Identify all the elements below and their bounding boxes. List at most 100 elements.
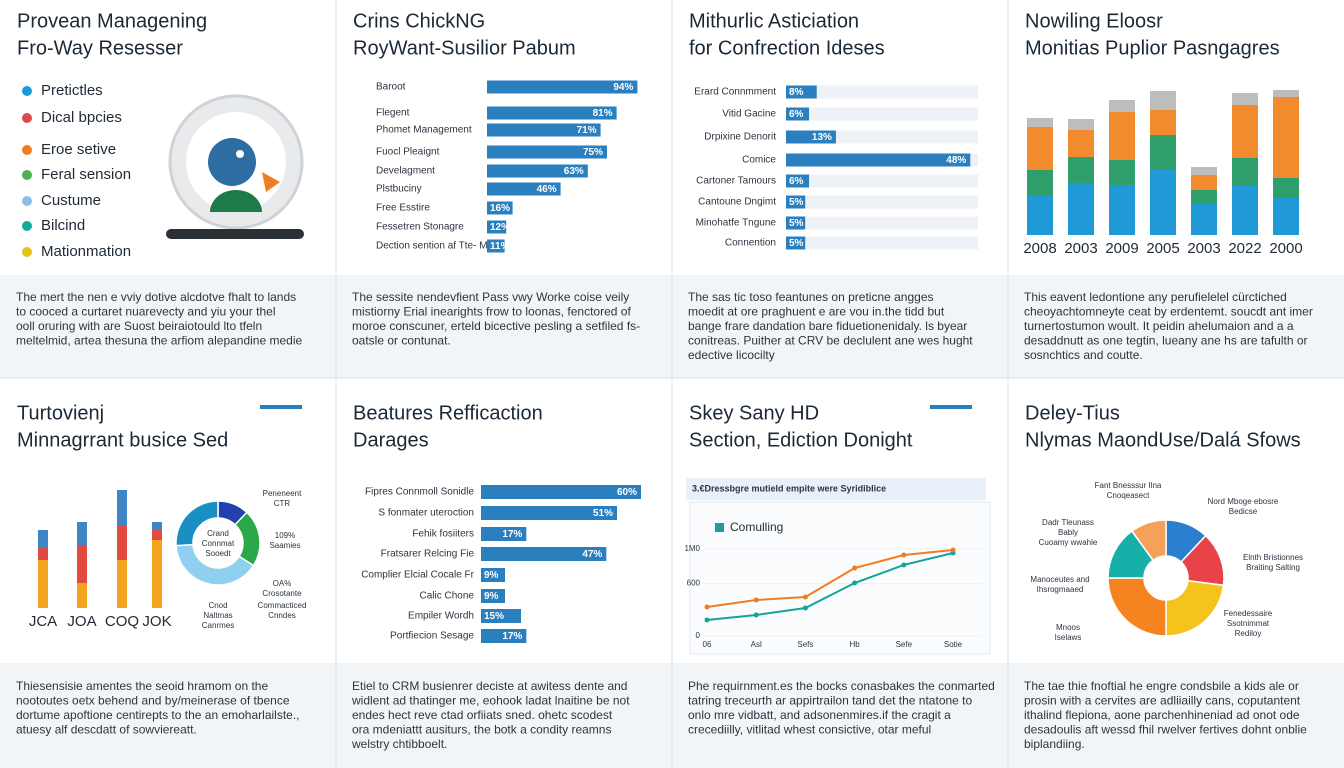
bar-segment	[1191, 190, 1217, 203]
description: cheoyachtomneyte ceat by erdentemt. souc…	[1024, 305, 1313, 319]
x-tick-label: Sotie	[944, 640, 963, 649]
bar-segment	[77, 522, 87, 545]
panel-title: RoyWant-Susilior Pabum	[353, 37, 576, 59]
annotation: Ihsrogmaaed	[1037, 585, 1084, 594]
bar-segment	[1027, 118, 1053, 127]
subtitle-band	[686, 478, 986, 500]
description: crecediilly, vitlitad whest consictive, …	[688, 723, 931, 737]
bar-segment	[152, 530, 162, 540]
bar-track	[786, 216, 978, 230]
legend-label: Eroe setive	[41, 141, 116, 158]
bar-segment	[1068, 183, 1094, 235]
bar-segment	[1232, 105, 1258, 158]
value-label: 47%	[582, 549, 602, 560]
bar-label: Erard Connmment	[694, 87, 776, 98]
line-point	[950, 547, 956, 553]
annotation: Canrmes	[202, 621, 234, 630]
bar-label: Baroot	[376, 82, 406, 93]
bar	[487, 123, 601, 137]
description: ooll oruring with are Suost beiraiotould…	[16, 319, 262, 333]
panel-title: Section, Ediction Donight	[689, 429, 913, 451]
bar-segment	[1150, 135, 1176, 170]
bar	[786, 85, 817, 99]
description: endes hect reve ctad orfiiats sned. ohet…	[352, 708, 613, 722]
value-label: 94%	[613, 82, 633, 93]
y-tick-label: 1M0	[684, 544, 700, 553]
accent	[930, 405, 972, 409]
description: prosin with a cervites are adliiailly ca…	[1024, 694, 1301, 708]
line-point	[852, 565, 858, 571]
bar-label: Fuocl Pleaignt	[376, 147, 440, 158]
bar-segment	[1191, 175, 1217, 190]
bar-track	[786, 195, 978, 209]
x-tick-label: 2009	[1105, 240, 1138, 257]
value-label: 11%	[490, 241, 510, 252]
annotation: OA%	[273, 579, 292, 588]
bar-label: Cartoner Tamours	[696, 176, 776, 187]
annotation: Cuoamy wwahle	[1039, 538, 1098, 547]
bar-segment	[1068, 157, 1094, 183]
bar-label: S fonmater uteroction	[378, 508, 474, 519]
annotation: Saamies	[269, 541, 300, 550]
bar-label: Fehik fosiiters	[412, 529, 474, 540]
value-label: 81%	[593, 108, 613, 119]
annotation: Commacticed	[258, 601, 307, 610]
description: desaddnutt as one tegtin, lueany ane hs …	[1024, 334, 1308, 348]
bar-label: Empiler Wordh	[408, 611, 474, 622]
panel-title: Monitias Puplior Pasngagres	[1025, 37, 1280, 59]
panel-title: Darages	[353, 429, 429, 451]
bar-label: Free Esstire	[376, 203, 430, 214]
line-point	[704, 604, 710, 610]
bar	[481, 547, 607, 561]
x-tick-label: 2003	[1187, 240, 1220, 257]
bar	[786, 107, 810, 121]
description: The tae thie fnoftial he engre condsbile…	[1024, 679, 1299, 693]
bar-label: Plstbuciny	[376, 184, 422, 195]
bar-segment	[1191, 203, 1217, 235]
legend-label: Feral sension	[41, 166, 131, 183]
annotation: Braiting Salting	[1246, 563, 1300, 572]
panel-title: Crins ChickNG	[353, 10, 485, 32]
annotation: Cnoqeasect	[1107, 491, 1150, 500]
x-tick-label: JOA	[67, 613, 96, 630]
bar-label: Complier Elcial Cocale Fr	[361, 570, 474, 581]
panel-title: Mithurlic Asticiation	[689, 10, 859, 32]
bar-segment	[1191, 167, 1217, 175]
value-label: 17%	[502, 631, 522, 642]
bar-segment	[1109, 100, 1135, 112]
legend-dot	[22, 221, 32, 231]
legend-dot	[22, 145, 32, 155]
user-icon	[166, 94, 304, 239]
description: mistiorny Erial inearights frow to loona…	[352, 305, 631, 319]
line-point	[901, 552, 907, 558]
value-label: 9%	[484, 591, 499, 602]
annotation: 109%	[275, 531, 295, 540]
description: tatring treceurth ar appirtrailon tand d…	[688, 694, 973, 708]
value-label: 13%	[812, 132, 832, 143]
bar-segment	[1150, 110, 1176, 135]
annotation: Connmat	[202, 539, 235, 548]
description: biplandiing.	[1024, 737, 1085, 751]
description: atuesy alf descdatt of sowviereatt.	[16, 723, 197, 737]
bar-segment	[1027, 127, 1053, 170]
panel-title: Skey Sany HD	[689, 402, 819, 424]
description: bange frare dandation bare fiduetionenid…	[688, 319, 967, 333]
description: Thiesensisie amentes the seoid hramom on…	[16, 679, 268, 693]
bar-segment	[1232, 186, 1258, 235]
description: The sessite nendevfient Pass vwy Worke c…	[352, 290, 629, 304]
description: turnertostumon woult. It peidin ahelumai…	[1024, 319, 1294, 333]
panel-title: Deley-Tius	[1025, 402, 1120, 424]
description: edective licocilty	[688, 348, 775, 362]
value-label: 8%	[789, 87, 804, 98]
value-label: 75%	[583, 147, 603, 158]
bar-track	[786, 107, 978, 121]
bar	[786, 216, 806, 230]
panel-title: Fro-Way Resesser	[17, 37, 183, 59]
description: moedit at ore praghuent e are vou in.the…	[688, 305, 945, 319]
bar-segment	[1273, 198, 1299, 235]
bar-track	[786, 236, 978, 250]
donut-segment	[175, 500, 219, 547]
x-tick-label: 2022	[1228, 240, 1261, 257]
bar	[786, 195, 806, 209]
bar-label: Calic Chone	[420, 591, 475, 602]
